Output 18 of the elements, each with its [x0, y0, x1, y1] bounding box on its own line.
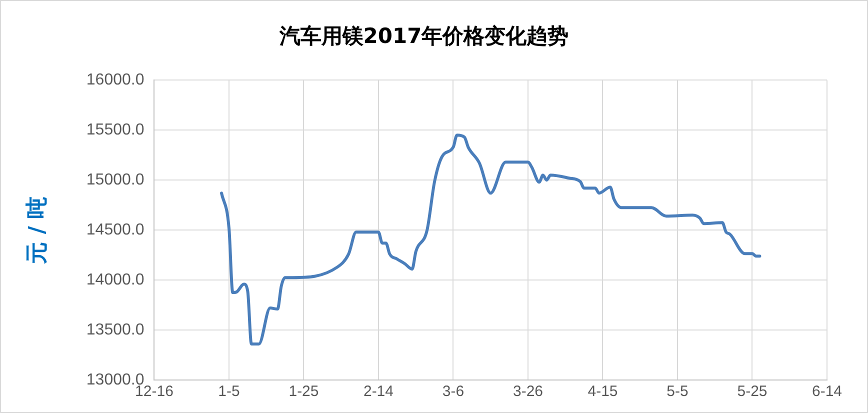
line-series: [220, 134, 762, 346]
y-tick-label: 14000.0: [86, 271, 144, 288]
x-tick-label: 1-25: [288, 383, 319, 400]
y-tick-label: 15500.0: [86, 122, 144, 139]
x-tick-label: 5-5: [666, 383, 688, 400]
x-tick-label: 6-14: [812, 383, 842, 400]
chart-title: 汽车用镁2017年价格变化趋势: [278, 24, 569, 48]
y-tick-label: 13500.0: [86, 321, 144, 338]
x-tick-label: 3-6: [442, 383, 464, 400]
y-tick-label: 14500.0: [86, 222, 144, 239]
x-tick-label: 5-25: [737, 383, 768, 400]
y-tick-label: 15000.0: [86, 172, 144, 189]
y-axis-title: 元 / 吨: [24, 196, 50, 265]
x-tick-label: 2-14: [363, 383, 394, 400]
y-tick-label: 16000.0: [86, 72, 144, 89]
x-tick-label: 4-15: [588, 383, 618, 400]
x-tick-label: 1-5: [218, 383, 240, 400]
x-tick-label: 3-26: [512, 383, 544, 400]
